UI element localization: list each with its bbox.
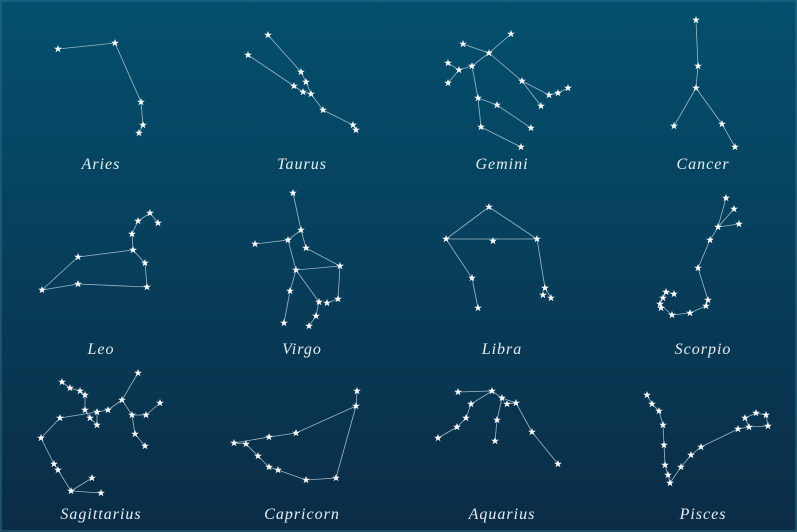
constellation-name: Gemini (475, 156, 528, 173)
constellation-name: Libra (481, 341, 523, 358)
constellation-name: Sagittarius (60, 506, 141, 523)
constellation-name: Virgo (282, 341, 322, 358)
constellation-name: Aries (81, 156, 121, 173)
constellation-name: Leo (87, 341, 115, 358)
constellation-chart: Aries Taurus Gemini Cancer Leo Virgo Libra Scor… (0, 0, 797, 532)
constellation-name: Pisces (679, 506, 727, 523)
constellation-name: Taurus (277, 156, 327, 173)
constellation-name: Cancer (676, 156, 729, 173)
constellation-name: Aquarius (468, 506, 536, 523)
background (0, 0, 797, 532)
constellation-name: Capricorn (264, 506, 340, 523)
constellation-name: Scorpio (675, 341, 732, 358)
